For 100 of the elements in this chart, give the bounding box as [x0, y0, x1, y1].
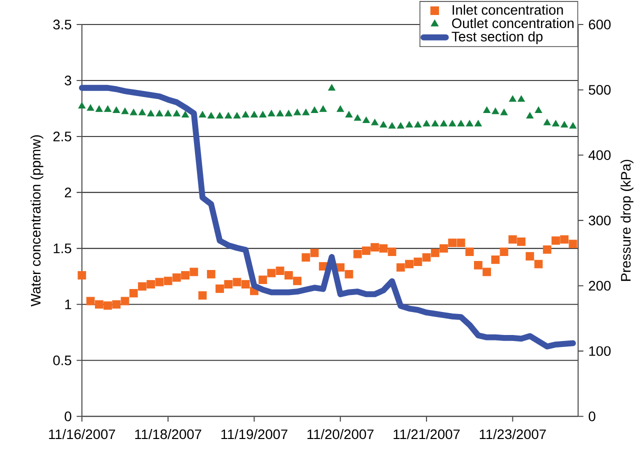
- point: [104, 106, 112, 112]
- y2-tick-label: 200: [588, 281, 611, 291]
- point: [388, 248, 396, 256]
- point: [465, 248, 474, 256]
- legend-label: Test section dp: [452, 32, 543, 44]
- point: [560, 235, 569, 244]
- legend-label: Inlet concentration: [452, 4, 563, 15]
- point: [552, 120, 560, 127]
- point: [216, 284, 224, 294]
- y-tick-label: 2: [64, 188, 72, 198]
- point: [518, 95, 525, 102]
- point: [474, 261, 482, 270]
- y2-tick-label: 600: [588, 20, 611, 30]
- point: [362, 116, 370, 124]
- point: [440, 120, 448, 127]
- point: [198, 291, 207, 300]
- point: [448, 120, 456, 127]
- y2-tick-label: 0: [588, 412, 596, 422]
- point: [448, 238, 457, 248]
- x-tick-label: 11/19/2007: [221, 429, 288, 440]
- point: [104, 301, 112, 310]
- point: [310, 248, 319, 258]
- point: [371, 119, 378, 126]
- point: [129, 289, 138, 298]
- point: [456, 238, 466, 248]
- y2-tick-label: 100: [589, 346, 611, 356]
- y2-axis-title: Pressure drop (kPa): [620, 160, 634, 281]
- point: [293, 276, 302, 286]
- point: [138, 282, 146, 291]
- point: [310, 106, 318, 114]
- point: [500, 248, 508, 256]
- point: [483, 106, 490, 114]
- y-tick-label: 1.5: [54, 244, 72, 254]
- point: [182, 111, 189, 118]
- point: [482, 268, 492, 276]
- point: [130, 108, 138, 116]
- point: [284, 110, 292, 116]
- point: [112, 300, 121, 309]
- point: [78, 102, 86, 109]
- point: [379, 244, 388, 253]
- y-axis-title: Water concentration (ppmw): [30, 135, 44, 307]
- y2-tick-label: 500: [588, 85, 611, 95]
- point: [414, 121, 422, 128]
- point: [232, 278, 242, 286]
- point: [95, 106, 103, 112]
- point: [354, 114, 362, 121]
- point: [353, 250, 362, 258]
- x-tick-label: 11/16/2007: [49, 429, 116, 440]
- point: [319, 106, 327, 112]
- y-tick-label: 2.5: [53, 132, 72, 142]
- legend-label: Outlet concentration: [452, 18, 574, 28]
- point: [276, 266, 284, 276]
- point: [86, 296, 95, 306]
- point: [388, 122, 396, 129]
- point: [344, 270, 354, 279]
- point: [492, 108, 500, 114]
- point: [268, 110, 276, 116]
- point: [94, 300, 104, 309]
- point: [302, 253, 310, 262]
- point: [302, 108, 310, 116]
- point: [405, 260, 414, 268]
- point: [534, 260, 543, 268]
- point: [474, 120, 482, 127]
- point: [517, 238, 526, 246]
- point: [267, 269, 276, 278]
- point: [198, 111, 206, 118]
- x-tick-label: 11/21/2007: [394, 429, 460, 440]
- x-tick-label: 11/20/2007: [308, 429, 374, 440]
- point: [500, 108, 508, 116]
- point: [86, 104, 94, 111]
- point: [336, 106, 344, 112]
- point: [362, 246, 370, 256]
- point: [380, 121, 388, 128]
- point: [258, 276, 268, 284]
- point: [120, 296, 130, 306]
- point: [164, 110, 172, 116]
- point: [491, 256, 500, 264]
- point: [206, 270, 216, 279]
- point: [328, 84, 336, 91]
- point: [370, 243, 380, 252]
- point: [422, 253, 431, 262]
- point: [466, 120, 474, 127]
- y-tick-label: 0: [64, 412, 72, 422]
- point: [172, 273, 181, 282]
- point: [508, 95, 516, 102]
- point: [526, 252, 534, 261]
- y-tick-label: 3.5: [53, 20, 72, 30]
- point: [406, 121, 413, 128]
- point: [224, 112, 232, 119]
- point: [78, 271, 86, 280]
- y-tick-label: 3: [64, 76, 72, 86]
- point: [156, 110, 164, 116]
- point: [552, 236, 560, 245]
- point: [284, 271, 293, 280]
- point: [396, 122, 404, 129]
- x-tick-label: 11/23/2007: [480, 429, 546, 440]
- point: [336, 263, 345, 272]
- point: [147, 110, 154, 116]
- point: [233, 112, 241, 119]
- point: [508, 235, 517, 244]
